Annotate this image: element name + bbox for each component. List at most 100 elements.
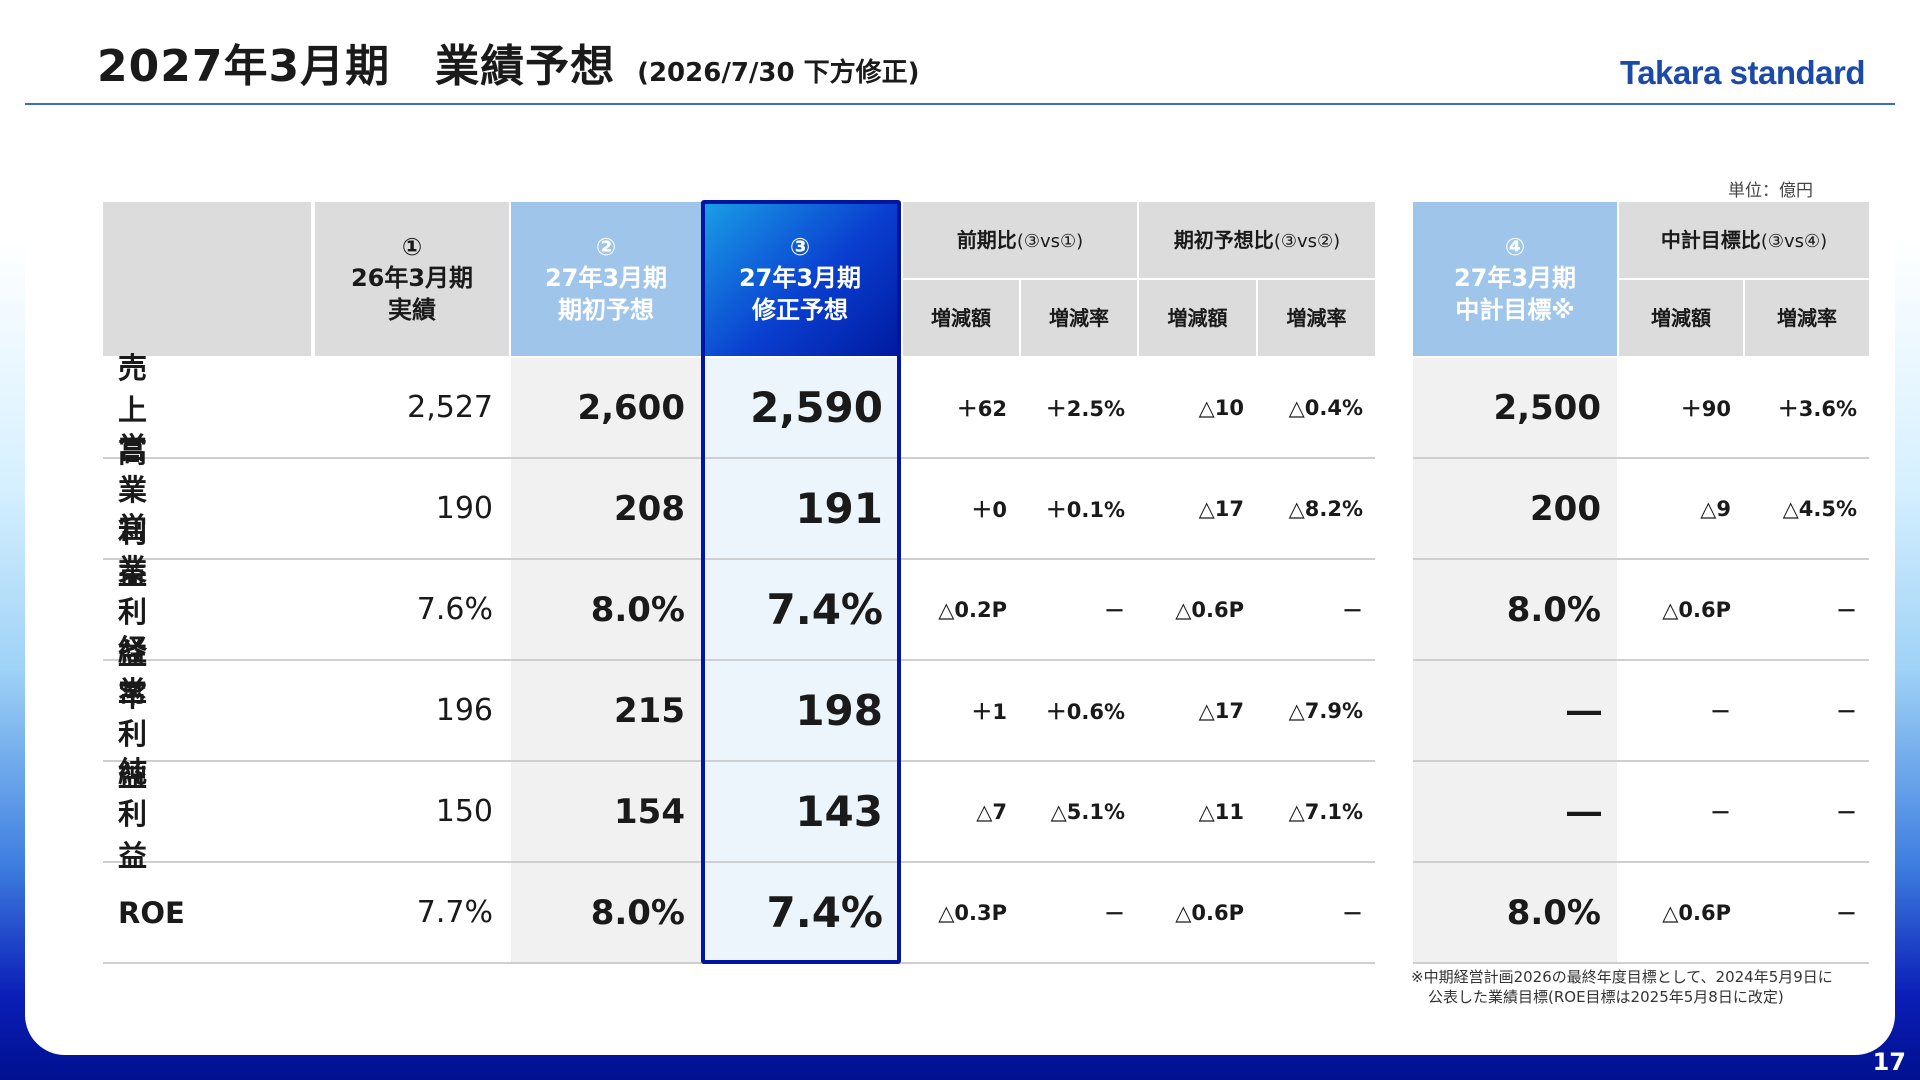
cell-v3: 7.4% (701, 560, 899, 659)
cell-r3: － (1836, 598, 1857, 623)
col2-line1: 27年3月期 (544, 264, 668, 293)
header-vs-target-group: 中計目標比(③vs④) (1619, 202, 1869, 278)
cell-d2: △0.6P (1175, 597, 1244, 622)
cell-v4: 200 (1413, 459, 1617, 558)
table-row (103, 459, 1375, 560)
cell-r2: △7.9% (1288, 698, 1363, 723)
company-logo: Takara standard (1620, 54, 1866, 91)
cell-d3: △9 (1700, 496, 1731, 521)
unit-label: 単位：億円 (1728, 181, 1813, 201)
cell-v1: 7.6% (416, 592, 493, 627)
page-title: 2027年3月期 業績予想 (2026/7/30 下方修正) (97, 41, 920, 92)
header-vs-initial-rate: 増減率 (1258, 280, 1375, 356)
cell-v4: ― (1413, 762, 1617, 861)
header-vs-initial-diff: 増減額 (1139, 280, 1256, 356)
table-row-target (1413, 661, 1869, 762)
header-initial-forecast: ② 27年3月期 期初予想 (511, 202, 701, 356)
cell-d2: △17 (1198, 496, 1244, 521)
cell-r2: － (1342, 901, 1363, 926)
table-row-target (1413, 560, 1869, 661)
cell-v2: 215 (511, 661, 701, 760)
cell-d1: △7 (976, 799, 1007, 824)
col4-line1: 27年3月期 (1453, 264, 1577, 293)
col3-line1: 27年3月期 (738, 264, 862, 293)
cell-v1: 196 (435, 693, 493, 728)
cell-v2: 2,600 (511, 358, 701, 457)
table-row (103, 762, 1375, 863)
cell-r3: ＋3.6% (1777, 396, 1857, 421)
cell-r3: △4.5% (1782, 496, 1857, 521)
cell-d2: △10 (1198, 395, 1244, 420)
cell-v3: 198 (701, 661, 899, 760)
cell-r2: △0.4% (1288, 395, 1363, 420)
cell-v2: 8.0% (511, 863, 701, 962)
cell-v3: 191 (701, 459, 899, 558)
cell-r3: － (1836, 699, 1857, 724)
cell-v4: ― (1413, 661, 1617, 760)
header-blank (103, 202, 311, 356)
cell-d2: △17 (1198, 698, 1244, 723)
cell-d3: △0.6P (1662, 597, 1731, 622)
cell-r1: ＋0.1% (1045, 497, 1125, 522)
col2-line2: 期初予想 (558, 295, 654, 324)
cell-d1: ＋0 (971, 497, 1007, 522)
cell-v4: 8.0% (1413, 560, 1617, 659)
cell-v3: 7.4% (701, 863, 899, 962)
table-row-target (1413, 459, 1869, 560)
cell-v1: 2,527 (407, 390, 493, 425)
header-yoy-rate: 増減率 (1021, 280, 1137, 356)
cell-v4: 8.0% (1413, 863, 1617, 962)
cell-r2: △7.1% (1288, 799, 1363, 824)
cell-d1: ＋62 (956, 396, 1007, 421)
table-row-target (1413, 358, 1869, 459)
cell-r1: － (1104, 598, 1125, 623)
cell-r2: － (1342, 598, 1363, 623)
header-yoy-diff: 増減額 (903, 280, 1019, 356)
cell-v1: 150 (435, 794, 493, 829)
cell-d1: △0.3P (938, 900, 1007, 925)
col3-num: ③ (789, 233, 811, 262)
cell-d3: － (1710, 699, 1731, 724)
cell-d1: ＋1 (971, 699, 1007, 724)
cell-v1: 7.7% (416, 895, 493, 930)
cell-v2: 154 (511, 762, 701, 861)
cell-r3: － (1836, 901, 1857, 926)
col2-num: ② (595, 233, 617, 262)
page-number: 17 (1872, 1048, 1906, 1076)
cell-r2: △8.2% (1288, 496, 1363, 521)
cell-d1: △0.2P (938, 597, 1007, 622)
cell-d3: △0.6P (1662, 900, 1731, 925)
page-subtitle: (2026/7/30 下方修正) (637, 58, 920, 88)
header-midterm-target: ④ 27年3月期 中計目標※ (1413, 202, 1617, 356)
col1-line2: 実績 (388, 295, 436, 324)
col1-line1: 26年3月期 (350, 264, 474, 293)
table-row-target (1413, 762, 1869, 863)
row-label: ROE (118, 895, 185, 930)
cell-d3: ＋90 (1680, 396, 1731, 421)
header-vs-initial-group: 期初予想比(③vs②) (1139, 202, 1375, 278)
header-yoy-group: 前期比(③vs①) (903, 202, 1137, 278)
header-prev-actual: ① 26年3月期 実績 (315, 202, 509, 356)
cell-v2: 208 (511, 459, 701, 558)
slide-card: 2027年3月期 業績予想 (2026/7/30 下方修正) Takara sta… (25, 0, 1895, 1055)
table-row (103, 661, 1375, 762)
cell-v3: 143 (701, 762, 899, 861)
cell-r1: ＋0.6% (1045, 699, 1125, 724)
table-row (103, 560, 1375, 661)
col1-num: ① (401, 233, 423, 262)
cell-v4: 2,500 (1413, 358, 1617, 457)
cell-d3: － (1710, 800, 1731, 825)
table-row-target (1413, 863, 1869, 964)
header-vs-target-rate: 増減率 (1745, 280, 1869, 356)
row-label: 純利益 (118, 754, 148, 873)
col4-num: ④ (1504, 233, 1526, 262)
header-revised-forecast: ③ 27年3月期 修正予想 (701, 202, 899, 356)
cell-d2: △0.6P (1175, 900, 1244, 925)
cell-v2: 8.0% (511, 560, 701, 659)
table-row (103, 358, 1375, 459)
cell-v1: 190 (435, 491, 493, 526)
cell-r1: △5.1% (1050, 799, 1125, 824)
footnote: ※中期経営計画2026の最終年度目標として、2024年5月9日に 公表した業績目… (1411, 967, 1833, 1008)
footnote-line2: 公表した業績目標(ROE目標は2025年5月8日に改定) (1428, 988, 1784, 1007)
col3-line2: 修正予想 (752, 295, 848, 324)
